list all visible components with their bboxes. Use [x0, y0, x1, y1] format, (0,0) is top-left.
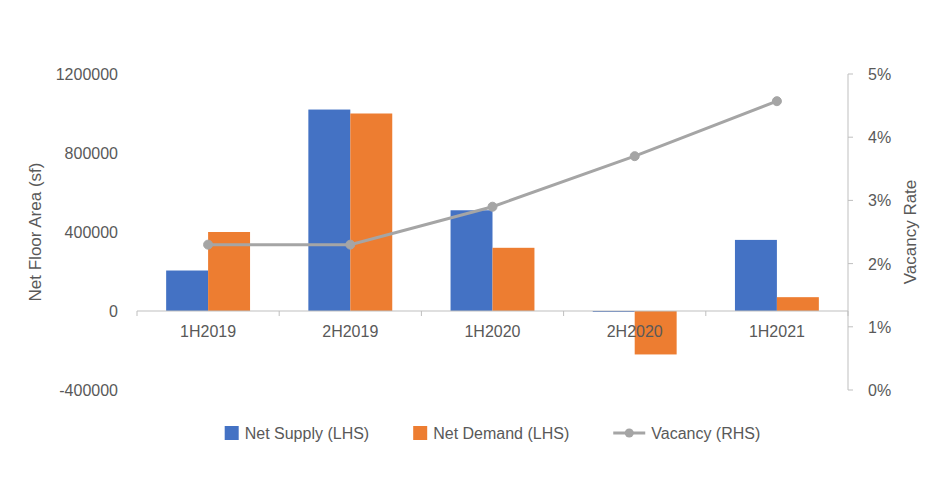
y2-tick: [848, 74, 853, 75]
y-tick-label: -400000: [59, 382, 118, 399]
x-tick: [421, 311, 422, 316]
y-tick-label: 800000: [65, 145, 118, 162]
legend-label: Net Demand (LHS): [433, 425, 569, 442]
line-marker: [204, 240, 213, 249]
bar: [308, 110, 350, 311]
y2-tick-label: 3%: [868, 192, 891, 209]
y-tick-label: 0: [109, 303, 118, 320]
legend-label: Net Supply (LHS): [245, 425, 370, 442]
x-tick-label: 1H2019: [180, 323, 236, 340]
y2-tick-label: 5%: [868, 66, 891, 83]
y2-axis-title: Vacancy Rate: [901, 180, 920, 285]
legend-item: Net Demand (LHS): [413, 425, 569, 442]
legend-item: Net Supply (LHS): [225, 425, 370, 442]
line: [208, 101, 777, 244]
legend-item: Vacancy (RHS): [613, 425, 760, 442]
y-tick-label: 400000: [65, 224, 118, 241]
x-tick-label: 1H2021: [749, 323, 805, 340]
x-tick: [563, 311, 564, 316]
y2-tick: [848, 326, 853, 327]
bar: [777, 297, 819, 311]
line-marker: [488, 202, 497, 211]
y-axis-title: Net Floor Area (sf): [26, 163, 45, 302]
y2-axis-line: [848, 74, 849, 390]
legend-key: [413, 426, 427, 440]
bar: [166, 271, 208, 311]
line-marker: [630, 152, 639, 161]
y-tick-label: 1200000: [56, 66, 118, 83]
legend-key-marker: [625, 429, 634, 438]
bar: [493, 248, 535, 311]
y2-tick-label: 1%: [868, 319, 891, 336]
legend: Net Supply (LHS) Net Demand (LHS) Vacancy …: [225, 425, 761, 442]
x-tick: [279, 311, 280, 316]
marks: [166, 97, 819, 355]
y2-tick-label: 0%: [868, 382, 891, 399]
x-axis-line: [137, 311, 848, 312]
y2-tick: [848, 390, 853, 391]
x-tick-label: 1H2020: [464, 323, 520, 340]
x-tick-label: 2H2020: [607, 323, 663, 340]
bar: [451, 210, 493, 311]
chart: -400000 0 400000 800000 1200000 0% 1% 2% 3% 4% 5% N…: [0, 0, 938, 490]
legend-label: Vacancy (RHS): [651, 425, 760, 442]
bar: [350, 114, 392, 312]
y2-tick: [848, 263, 853, 264]
legend-key: [225, 426, 239, 440]
y2-tick-label: 4%: [868, 129, 891, 146]
y2-tick: [848, 137, 853, 138]
x-tick: [137, 311, 138, 316]
line-marker: [346, 240, 355, 249]
y2-tick-label: 2%: [868, 256, 891, 273]
x-tick-label: 2H2019: [322, 323, 378, 340]
x-tick: [848, 311, 849, 316]
x-tick: [705, 311, 706, 316]
bar: [735, 240, 777, 311]
line-marker: [772, 97, 781, 106]
y2-tick: [848, 200, 853, 201]
